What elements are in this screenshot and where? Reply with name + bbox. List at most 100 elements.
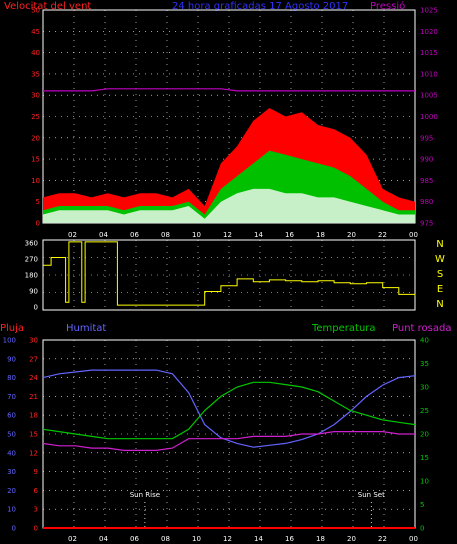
climate-right-axis: 40 35 30 25 20 15 10 5 0 xyxy=(420,337,429,533)
pressure-tick-label: 1020 xyxy=(420,28,438,36)
rain-tick-label: 15 xyxy=(29,431,38,439)
time-tick-label: 02 xyxy=(68,535,77,543)
compass-label: E xyxy=(437,284,443,295)
temperature-tick-label: 35 xyxy=(420,360,429,368)
time-tick-label: 22 xyxy=(378,231,387,239)
temperature-tick-label: 15 xyxy=(420,454,429,462)
wind-tick-label: 30 xyxy=(31,92,40,100)
wind-tick-label: 0 xyxy=(36,220,40,228)
pressure-tick-label: 1025 xyxy=(420,7,438,15)
pressure-tick-label: 1010 xyxy=(420,70,438,78)
wind-tick-label: 10 xyxy=(31,177,40,185)
time-tick-label: 12 xyxy=(223,535,232,543)
time-tick-label: 06 xyxy=(130,535,139,543)
rain-label: Pluja xyxy=(0,323,24,334)
direction-series xyxy=(43,241,416,306)
time-tick-label: 00 xyxy=(409,231,418,239)
wind-tick-label: 25 xyxy=(31,113,40,121)
compass-label: W xyxy=(435,254,445,265)
temperature-tick-label: 5 xyxy=(420,501,424,509)
humidity-tick-label: 30 xyxy=(7,468,16,476)
climate-series xyxy=(42,369,416,529)
humidity-tick-label: 40 xyxy=(7,449,16,457)
temperature-line xyxy=(42,381,416,440)
humidity-tick-label: 50 xyxy=(7,431,16,439)
time-tick-label: 18 xyxy=(316,231,325,239)
direction-left-axis: 360 270 180 90 0 xyxy=(25,240,38,312)
humidity-tick-label: 10 xyxy=(7,506,16,514)
direction-tick-label: 90 xyxy=(29,288,38,296)
time-tick-label: 10 xyxy=(192,231,201,239)
humidity-tick-label: 0 xyxy=(12,525,16,533)
pressure-tick-label: 1000 xyxy=(420,113,438,121)
temperature-label: Temperatura xyxy=(311,323,376,334)
temperature-tick-label: 10 xyxy=(420,478,429,486)
sun-marker-label: Sun Rise xyxy=(130,491,160,499)
rain-tick-label: 12 xyxy=(29,449,38,457)
pressure-line xyxy=(43,88,415,92)
direction-tick-label: 270 xyxy=(25,256,38,264)
pressure-tick-label: 990 xyxy=(420,156,433,164)
humidity-tick-label: 20 xyxy=(7,487,16,495)
sun-marker-label: Sun Set xyxy=(358,491,385,499)
rain-tick-label: 3 xyxy=(34,506,38,514)
rain-tick-label: 0 xyxy=(34,525,38,533)
time-tick-label: 04 xyxy=(99,231,108,239)
rain-tick-label: 9 xyxy=(34,468,38,476)
chart-title: 24 hora graficadas 17 Agosto 2017 xyxy=(172,1,348,12)
time-tick-label: 02 xyxy=(68,231,77,239)
wind-tick-label: 40 xyxy=(31,49,40,57)
humidity-tick-label: 70 xyxy=(7,393,16,401)
climate-panel-grid xyxy=(43,340,415,528)
temperature-tick-label: 0 xyxy=(420,525,424,533)
wind-tick-label: 45 xyxy=(31,28,40,36)
compass-label: S xyxy=(437,269,443,280)
direction-panel-grid xyxy=(43,240,415,310)
time-tick-label: 08 xyxy=(161,535,170,543)
time-tick-label: 14 xyxy=(254,231,263,239)
rain-tick-label: 30 xyxy=(29,337,38,345)
compass-label: N xyxy=(436,239,443,250)
wind-tick-label: 20 xyxy=(31,134,40,142)
pressure-tick-label: 995 xyxy=(420,134,433,142)
pressure-right-axis: 1025 1020 1015 1010 1005 1000 995 990 985 980 975 xyxy=(420,7,438,228)
rain-tick-label: 24 xyxy=(29,374,38,382)
direction-tick-label: 360 xyxy=(25,240,38,248)
wind-tick-label: 5 xyxy=(36,198,40,206)
time-tick-label: 12 xyxy=(223,231,232,239)
direction-line xyxy=(43,241,416,306)
time-tick-label: 18 xyxy=(316,535,325,543)
wind-tick-label: 15 xyxy=(31,156,40,164)
temperature-tick-label: 20 xyxy=(420,431,429,439)
compass-label: N xyxy=(436,299,443,310)
time-tick-label: 10 xyxy=(192,535,201,543)
direction-tick-label: 180 xyxy=(25,272,38,280)
wind-panel-series xyxy=(43,88,415,223)
time-tick-label: 14 xyxy=(254,535,263,543)
climate-time-axis: 02 04 06 08 10 12 14 16 18 20 22 00 xyxy=(68,535,418,543)
climate-panel: 1009080706050403020100302724211815129630… xyxy=(3,337,429,533)
time-tick-label: 00 xyxy=(409,535,418,543)
humidity-tick-label: 90 xyxy=(7,355,16,363)
wind-light-area xyxy=(43,188,415,223)
time-tick-label: 16 xyxy=(285,535,294,543)
dewpoint-line xyxy=(42,431,415,451)
temperature-tick-label: 25 xyxy=(420,407,429,415)
temperature-tick-label: 40 xyxy=(420,337,429,345)
wind-time-axis: 02 04 06 08 10 12 14 16 18 20 22 00 xyxy=(68,231,418,239)
time-tick-label: 04 xyxy=(99,535,108,543)
rain-tick-label: 6 xyxy=(34,487,39,495)
pressure-tick-label: 975 xyxy=(420,220,433,228)
rain-tick-label: 21 xyxy=(29,393,38,401)
humidity-tick-label: 100 xyxy=(3,337,16,345)
time-tick-label: 16 xyxy=(285,231,294,239)
climate-legend: Pluja Humitat Temperatura Punt rosada xyxy=(0,323,451,334)
pressure-tick-label: 985 xyxy=(420,177,433,185)
wind-tick-label: 50 xyxy=(31,7,40,15)
